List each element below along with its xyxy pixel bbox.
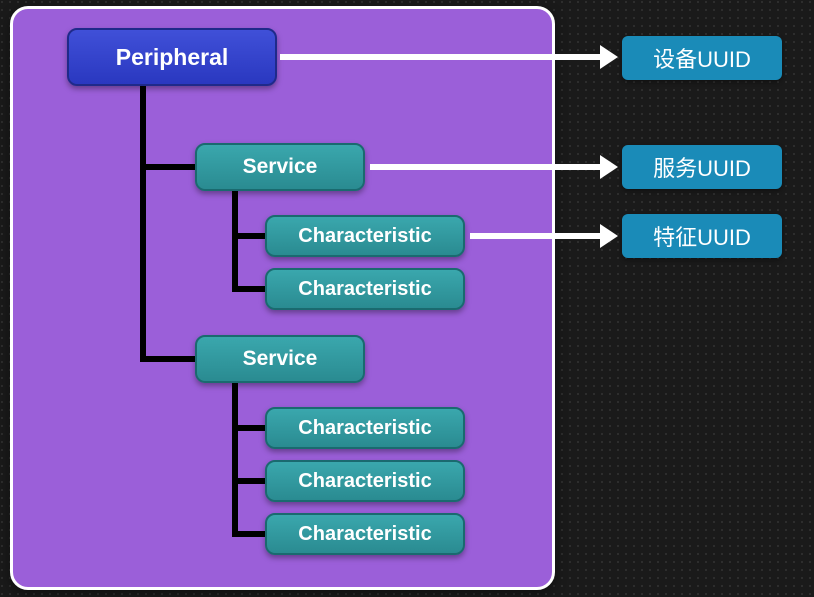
arrow-head-icon [600,155,618,179]
arrow-line [280,54,600,60]
arrow-line [370,164,600,170]
service-uuid-tag: 服务UUID [622,145,782,189]
tag-label: 设备UUID [653,42,751,74]
characteristic-label: Characteristic [298,417,431,440]
characteristic-node: Characteristic [265,215,465,257]
tree-connector [232,531,266,537]
tree-connector [232,478,266,484]
characteristic-label: Characteristic [298,470,431,493]
characteristic-node: Characteristic [265,268,465,310]
tree-connector [140,356,196,362]
characteristic-uuid-tag: 特征UUID [622,214,782,258]
characteristic-label: Characteristic [298,523,431,546]
characteristic-node: Characteristic [265,513,465,555]
tree-connector [140,164,196,170]
service-node: Service [195,143,365,191]
tree-connector [140,86,146,359]
characteristic-node: Characteristic [265,407,465,449]
characteristic-label: Characteristic [298,278,431,301]
tree-connector [232,191,238,292]
service-label: Service [243,155,318,179]
tag-label: 服务UUID [653,151,751,183]
tree-connector [232,286,266,292]
arrow-head-icon [600,224,618,248]
device-uuid-tag: 设备UUID [622,36,782,80]
service-label: Service [243,347,318,371]
peripheral-node: Peripheral [67,28,277,86]
tree-connector [232,383,238,537]
tree-connector [232,233,266,239]
service-node: Service [195,335,365,383]
arrow-line [470,233,600,239]
arrow-head-icon [600,45,618,69]
tag-label: 特征UUID [653,220,751,252]
characteristic-label: Characteristic [298,225,431,248]
peripheral-label: Peripheral [116,44,229,71]
characteristic-node: Characteristic [265,460,465,502]
tree-connector [232,425,266,431]
